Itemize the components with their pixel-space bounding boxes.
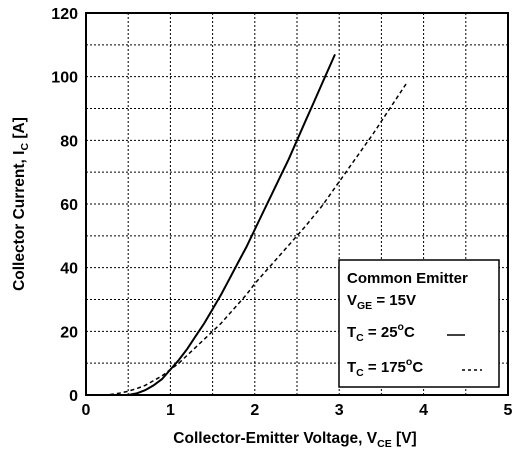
x-tick-label: 0 bbox=[82, 402, 91, 419]
y-tick-label: 60 bbox=[60, 197, 78, 214]
y-tick-label: 40 bbox=[60, 261, 78, 278]
legend-condition: VGE = 15V bbox=[347, 292, 416, 312]
y-tick-label: 100 bbox=[51, 70, 78, 87]
x-axis-label: Collector-Emitter Voltage, VCE [V] bbox=[173, 430, 416, 450]
x-tick-label: 3 bbox=[335, 402, 344, 419]
x-tick-label: 2 bbox=[250, 402, 259, 419]
data-series bbox=[102, 53, 408, 396]
y-axis-label: Collector Current, IC [A] bbox=[11, 117, 31, 291]
y-tick-label: 20 bbox=[60, 324, 78, 341]
series-line-solid bbox=[128, 53, 336, 396]
x-tick-label: 1 bbox=[166, 402, 175, 419]
plot-frame bbox=[85, 12, 509, 396]
y-tick-label: 0 bbox=[69, 388, 78, 405]
series-line-dashed bbox=[102, 82, 408, 396]
legend-entry-175c: TC = 175oC bbox=[347, 356, 423, 379]
legend-box bbox=[338, 259, 500, 388]
legend-condition-main: V bbox=[347, 292, 357, 309]
x-tick-label: 5 bbox=[504, 402, 512, 419]
legend-condition-rest: = 15V bbox=[372, 292, 416, 309]
legend-entry-25c: TC = 25oC bbox=[347, 321, 415, 344]
legend-title: Common Emitter bbox=[347, 270, 468, 287]
legend-condition-sub: GE bbox=[357, 300, 372, 312]
y-tick-label: 80 bbox=[60, 133, 78, 150]
x-tick-label: 4 bbox=[419, 402, 428, 419]
tick-labels: 0 1 2 3 4 5 0 20 40 60 80 100 120 bbox=[51, 6, 512, 419]
legend: Common Emitter VGE = 15V TC = 25oC TC = … bbox=[338, 259, 500, 388]
y-tick-label: 120 bbox=[51, 6, 78, 23]
